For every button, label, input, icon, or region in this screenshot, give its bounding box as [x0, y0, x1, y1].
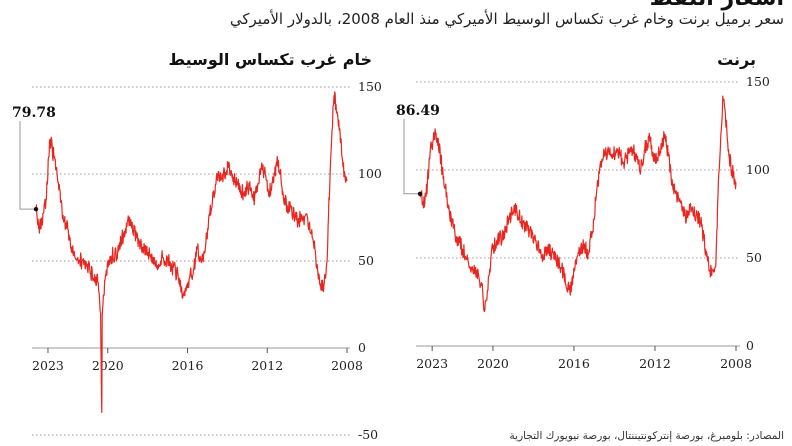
- brent-y-tick-label: 100: [746, 162, 770, 177]
- brent-x-tick-label: 2012: [639, 356, 671, 371]
- brent-panel-title: برنت: [717, 50, 756, 69]
- wti-x-tick-label: 2012: [251, 358, 283, 373]
- source-note: المصادر: بلومبرغ، بورصة إنتركونتيننتال، …: [509, 430, 784, 442]
- wti-callout-label: 79.78: [12, 105, 56, 121]
- wti-callout-leader: [19, 121, 36, 210]
- brent-y-tick-label: 0: [746, 338, 754, 353]
- brent-callout-label: 86.49: [396, 103, 440, 119]
- page-subtitle: سعر برميل برنت وخام غرب تكساس الوسيط الأ…: [229, 10, 784, 28]
- brent-y-tick-label: 50: [746, 250, 762, 265]
- brent-latest-point: [417, 191, 423, 196]
- wti-y-tick-label: 50: [358, 253, 374, 268]
- brent-price-line: [419, 95, 737, 313]
- wti-latest-point: [33, 206, 39, 212]
- wti-x-tick-label: 2008: [331, 358, 363, 373]
- wti-panel-title: خام غرب تكساس الوسيط: [168, 50, 372, 69]
- wti-x-tick-label: 2016: [172, 358, 204, 373]
- wti-y-tick-label: 100: [358, 166, 382, 181]
- brent-y-tick-label: 150: [746, 74, 770, 89]
- wti-x-tick-label: 2023: [32, 358, 64, 373]
- wti-y-tick-label: 150: [358, 79, 382, 94]
- wti-x-tick-label: 2020: [92, 358, 124, 373]
- brent-x-tick-label: 2016: [558, 356, 590, 371]
- brent-x-tick-label: 2020: [477, 356, 509, 371]
- page-title: أسعار النفط: [650, 0, 784, 11]
- wti-price-line: [35, 91, 348, 413]
- wti-y-tick-label: -50: [358, 427, 378, 442]
- brent-x-tick-label: 2008: [720, 356, 752, 371]
- wti-y-tick-label: 0: [358, 340, 366, 355]
- brent-callout-leader: [403, 119, 420, 195]
- brent-x-tick-label: 2023: [416, 356, 448, 371]
